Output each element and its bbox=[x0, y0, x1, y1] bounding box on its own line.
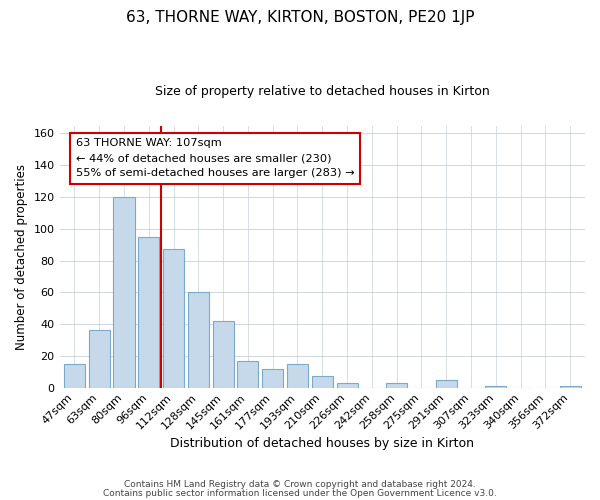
Text: 63, THORNE WAY, KIRTON, BOSTON, PE20 1JP: 63, THORNE WAY, KIRTON, BOSTON, PE20 1JP bbox=[126, 10, 474, 25]
Text: Contains HM Land Registry data © Crown copyright and database right 2024.: Contains HM Land Registry data © Crown c… bbox=[124, 480, 476, 489]
Bar bbox=[560, 386, 581, 388]
Bar bbox=[64, 364, 85, 388]
Bar bbox=[212, 321, 233, 388]
Bar bbox=[188, 292, 209, 388]
Bar bbox=[485, 386, 506, 388]
Bar bbox=[262, 368, 283, 388]
Bar bbox=[138, 236, 160, 388]
Bar bbox=[238, 360, 259, 388]
Bar bbox=[163, 250, 184, 388]
Y-axis label: Number of detached properties: Number of detached properties bbox=[15, 164, 28, 350]
Bar bbox=[312, 376, 333, 388]
Text: Contains public sector information licensed under the Open Government Licence v3: Contains public sector information licen… bbox=[103, 490, 497, 498]
Title: Size of property relative to detached houses in Kirton: Size of property relative to detached ho… bbox=[155, 85, 490, 98]
Bar bbox=[113, 197, 134, 388]
Bar bbox=[287, 364, 308, 388]
Bar bbox=[436, 380, 457, 388]
Bar bbox=[386, 383, 407, 388]
Bar bbox=[89, 330, 110, 388]
Text: 63 THORNE WAY: 107sqm
← 44% of detached houses are smaller (230)
55% of semi-det: 63 THORNE WAY: 107sqm ← 44% of detached … bbox=[76, 138, 354, 178]
X-axis label: Distribution of detached houses by size in Kirton: Distribution of detached houses by size … bbox=[170, 437, 474, 450]
Bar bbox=[337, 383, 358, 388]
